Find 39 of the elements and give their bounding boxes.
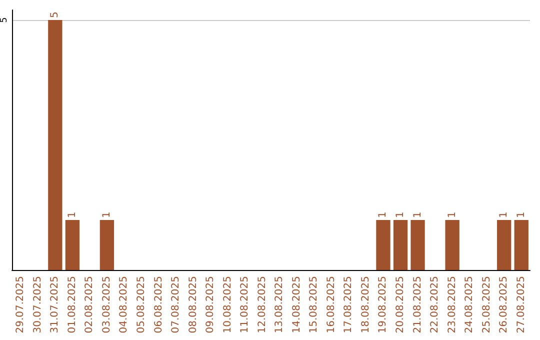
x-tick-label: 16.08.2025 bbox=[326, 276, 337, 334]
x-tick-label: 22.08.2025 bbox=[430, 276, 441, 334]
x-tick-label: 02.08.2025 bbox=[84, 276, 96, 334]
x-tick-label: 10.08.2025 bbox=[222, 276, 234, 334]
data-label: 1 bbox=[66, 212, 78, 218]
x-tick-label: 17.08.2025 bbox=[343, 276, 354, 334]
x-tick-label: 19.08.2025 bbox=[378, 276, 389, 334]
x-tick-label: 25.08.2025 bbox=[481, 276, 492, 334]
x-tick-label: 21.08.2025 bbox=[412, 276, 424, 334]
x-tick-label: 26.08.2025 bbox=[498, 276, 510, 334]
x-tick-label: 24.08.2025 bbox=[464, 276, 476, 334]
x-tick-label: 13.08.2025 bbox=[274, 276, 286, 334]
data-label: 1 bbox=[498, 212, 510, 218]
x-tick-label: 06.08.2025 bbox=[153, 276, 164, 334]
x-tick-label: 07.08.2025 bbox=[170, 276, 182, 334]
x-tick-label: 20.08.2025 bbox=[395, 276, 406, 334]
data-label: 1 bbox=[516, 212, 527, 218]
x-tick-label: 08.08.2025 bbox=[188, 276, 199, 334]
x-tick-label: 05.08.2025 bbox=[136, 276, 147, 334]
data-label: 1 bbox=[446, 212, 458, 218]
x-tick-label: 29.07.2025 bbox=[15, 276, 26, 334]
x-tick-label: 27.08.2025 bbox=[516, 276, 527, 334]
x-tick-label: 15.08.2025 bbox=[308, 276, 320, 334]
x-tick-label: 30.07.2025 bbox=[32, 276, 44, 334]
x-tick-label: 23.08.2025 bbox=[446, 276, 458, 334]
data-label: 5 bbox=[50, 12, 61, 18]
data-label: 1 bbox=[395, 212, 406, 218]
x-tick-label: 03.08.2025 bbox=[101, 276, 112, 334]
x-tick-label: 14.08.2025 bbox=[291, 276, 302, 334]
x-tick-label: 04.08.2025 bbox=[118, 276, 130, 334]
x-tick-label: 11.08.2025 bbox=[240, 276, 251, 334]
x-tick-label: 09.08.2025 bbox=[205, 276, 216, 334]
x-tick-label: 01.08.2025 bbox=[66, 276, 78, 334]
x-tick-label: 31.07.2025 bbox=[50, 276, 61, 334]
x-tick-label: 12.08.2025 bbox=[256, 276, 268, 334]
x-tick-label: 18.08.2025 bbox=[360, 276, 372, 334]
data-label: 1 bbox=[378, 212, 389, 218]
data-label: 1 bbox=[101, 212, 112, 218]
data-label: 1 bbox=[412, 212, 424, 218]
